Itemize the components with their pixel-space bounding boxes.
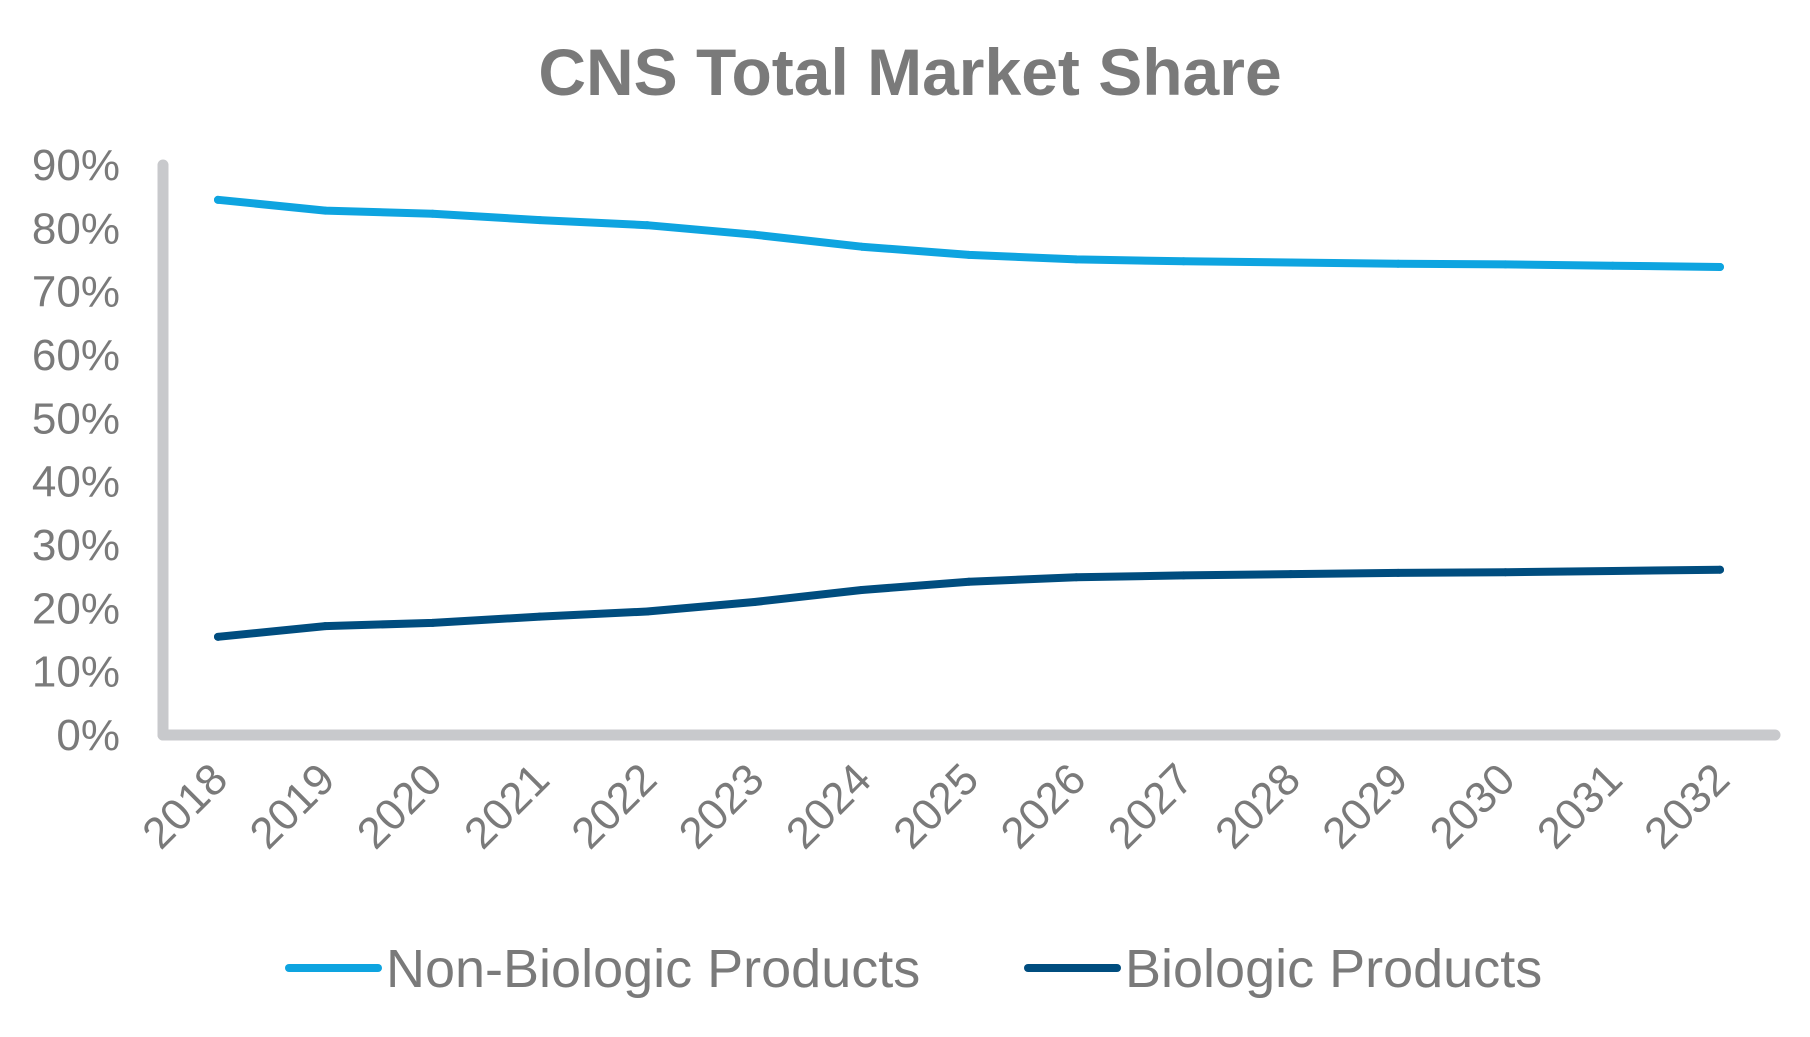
y-tick-label: 70% [32, 268, 120, 317]
data-point [321, 622, 330, 631]
data-point [643, 221, 652, 230]
x-tick-label: 2020 [348, 754, 452, 858]
data-point [428, 618, 437, 627]
x-tick-label: 2030 [1421, 754, 1525, 858]
x-tick-label: 2028 [1206, 754, 1310, 858]
data-point [857, 585, 866, 594]
data-point [321, 206, 330, 215]
data-point [965, 577, 973, 586]
data-point [428, 209, 437, 218]
x-tick-label: 2032 [1635, 754, 1739, 858]
data-point [857, 242, 866, 251]
data-point [1179, 571, 1188, 580]
data-point [1179, 257, 1188, 266]
data-point [1286, 570, 1295, 579]
data-point [1286, 258, 1295, 267]
data-point [535, 612, 544, 621]
data-point [214, 632, 222, 641]
x-tick-label: 2021 [455, 754, 559, 858]
y-tick-label: 50% [32, 394, 120, 443]
data-point [1394, 259, 1403, 268]
data-point [643, 607, 652, 616]
data-point [1608, 566, 1617, 575]
series-layer [214, 195, 1724, 641]
legend: Non-Biologic Products Biologic Products [285, 939, 1542, 999]
data-point [1501, 568, 1510, 577]
y-tick-label: 60% [32, 331, 120, 380]
y-tick-label: 90% [32, 141, 120, 190]
data-point [750, 230, 759, 239]
data-point [1608, 261, 1617, 270]
x-tick-label: 2031 [1528, 754, 1632, 858]
x-tick-label: 2022 [562, 754, 666, 858]
data-point [1716, 262, 1724, 271]
data-point [1716, 565, 1724, 574]
x-tick-label: 2026 [991, 754, 1095, 858]
data-point [1394, 568, 1403, 577]
x-tick-label: 2023 [670, 754, 774, 858]
data-point [214, 195, 222, 204]
data-point [535, 216, 544, 225]
data-point [1501, 260, 1510, 269]
x-tick-label: 2019 [240, 754, 344, 858]
y-axis-ticks: 0% 10% 20% 30% 40% 50% 60% 70% 80% 90% [32, 141, 120, 760]
data-point [750, 598, 759, 606]
y-tick-label: 20% [32, 584, 120, 633]
axes [157, 159, 1781, 741]
y-tick-label: 0% [56, 711, 120, 760]
x-tick-label: 2025 [884, 754, 988, 858]
x-tick-label: 2029 [1313, 754, 1417, 858]
y-tick-label: 40% [32, 458, 120, 507]
legend-label: Non-Biologic Products [386, 939, 920, 999]
y-tick-label: 80% [32, 204, 120, 253]
data-point [1072, 255, 1081, 264]
data-point [1072, 573, 1081, 582]
x-tick-label: 2018 [133, 754, 237, 858]
chart-title: CNS Total Market Share [538, 35, 1281, 109]
data-point [965, 250, 973, 259]
x-axis-ticks: 2018 2019 2020 2021 2022 2023 2024 2025 2026 2027… [133, 754, 1739, 858]
y-tick-label: 30% [32, 521, 120, 570]
x-tick-label: 2024 [777, 754, 881, 858]
y-tick-label: 10% [32, 648, 120, 697]
x-tick-label: 2027 [1099, 754, 1203, 858]
legend-label: Biologic Products [1125, 939, 1542, 999]
